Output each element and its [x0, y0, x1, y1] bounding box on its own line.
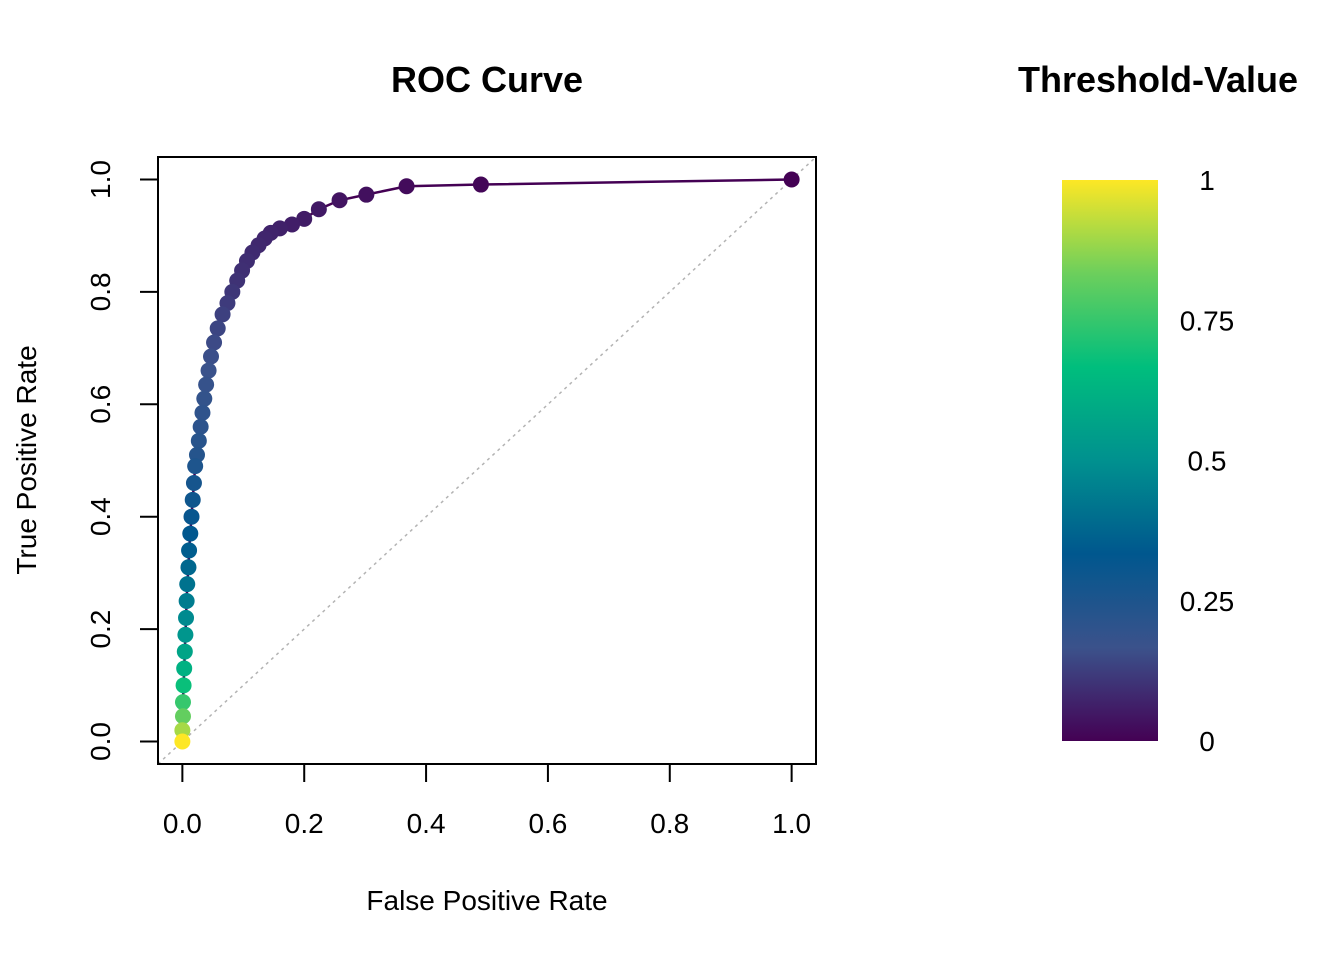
roc-point: [174, 722, 191, 739]
roc-point: [358, 186, 375, 203]
roc-point: [180, 559, 197, 576]
x-axis: 0.0 0.2 0.4 0.6 0.8 1.0: [163, 764, 811, 839]
roc-point: [174, 694, 191, 711]
roc-point: [398, 178, 415, 195]
roc-point: [187, 458, 204, 475]
colorbar-title: Threshold-Value: [1018, 59, 1298, 100]
y-tick-label: 0.6: [85, 385, 116, 424]
x-tick-label: 0.4: [407, 808, 446, 839]
roc-point: [174, 733, 191, 750]
colorbar-tick-label: 0.75: [1180, 305, 1235, 336]
roc-point: [183, 508, 200, 525]
chart-title: ROC Curve: [391, 59, 583, 100]
roc-point: [472, 176, 489, 193]
roc-point: [200, 362, 217, 379]
x-tick-label: 0.0: [163, 808, 202, 839]
roc-point: [182, 525, 199, 542]
y-axis: 0.0 0.2 0.4 0.6 0.8 1.0: [85, 160, 158, 761]
diagonal-reference: [157, 156, 817, 765]
colorbar-tick-label: 0.25: [1180, 586, 1235, 617]
roc-point: [174, 708, 191, 725]
x-axis-label: False Positive Rate: [366, 885, 607, 916]
roc-point: [178, 609, 195, 626]
roc-point: [192, 418, 209, 435]
roc-point: [177, 626, 194, 643]
colorbar-tick-label: 1: [1199, 165, 1215, 196]
y-tick-label: 0.2: [85, 610, 116, 649]
roc-point: [198, 376, 215, 393]
x-tick-label: 0.8: [650, 808, 689, 839]
roc-point: [214, 306, 231, 323]
roc-point: [310, 201, 327, 218]
roc-point: [196, 390, 213, 407]
roc-point: [176, 660, 193, 677]
y-axis-label: True Positive Rate: [11, 345, 42, 574]
colorbar-ticks: 1 0.75 0.5 0.25 0: [1180, 165, 1235, 757]
roc-point: [184, 491, 201, 508]
roc-point: [179, 576, 196, 593]
y-tick-label: 1.0: [85, 160, 116, 199]
y-tick-label: 0.8: [85, 272, 116, 311]
y-tick-label: 0.0: [85, 722, 116, 761]
roc-point: [296, 210, 313, 227]
plot-frame: [157, 156, 817, 765]
roc-point: [178, 593, 195, 610]
roc-point: [176, 643, 193, 660]
roc-point: [284, 216, 301, 233]
roc-point: [209, 320, 226, 337]
roc-point: [203, 348, 220, 365]
roc-series: [174, 171, 800, 750]
x-tick-label: 0.6: [528, 808, 567, 839]
roc-point: [190, 432, 207, 449]
x-tick-label: 0.2: [285, 808, 324, 839]
roc-point: [194, 404, 211, 421]
y-tick-label: 0.4: [85, 497, 116, 536]
roc-point: [181, 542, 198, 559]
colorbar-tick-label: 0.5: [1188, 446, 1227, 477]
x-tick-label: 1.0: [772, 808, 811, 839]
roc-point: [185, 474, 202, 491]
roc-point: [783, 171, 800, 188]
colorbar: [1062, 180, 1158, 741]
colorbar-tick-label: 0: [1199, 726, 1215, 757]
roc-point: [175, 677, 192, 694]
roc-point: [331, 192, 348, 209]
diagonal-reference-line: [157, 156, 817, 765]
roc-point: [206, 334, 223, 351]
